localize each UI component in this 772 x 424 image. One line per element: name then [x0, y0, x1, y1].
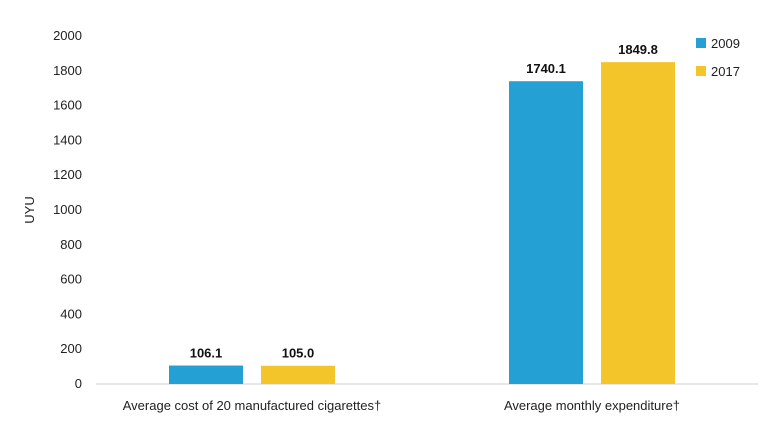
category-label: Average monthly expenditure† — [504, 398, 680, 413]
y-tick-label: 1200 — [53, 167, 82, 182]
y-tick-label: 600 — [60, 272, 82, 287]
legend: 2009 2017 — [696, 36, 740, 79]
y-tick-label: 2000 — [53, 28, 82, 43]
bar-2009-2 — [509, 81, 583, 385]
data-label: 106.1 — [190, 346, 223, 361]
y-tick-label: 800 — [60, 237, 82, 252]
y-axis: 0 200 400 600 800 1000 1200 1400 1600 1800 2000 — [53, 28, 758, 391]
y-tick-label: 200 — [60, 341, 82, 356]
y-tick-label: 1800 — [53, 63, 82, 78]
y-tick-label: 1600 — [53, 98, 82, 113]
data-label: 105.0 — [282, 346, 315, 361]
data-labels: 106.1 105.0 1740.1 1849.8 — [190, 42, 658, 361]
category-labels: Average cost of 20 manufactured cigarett… — [123, 398, 680, 413]
data-label: 1740.1 — [526, 61, 566, 76]
y-axis-label: UYU — [22, 196, 37, 223]
data-label: 1849.8 — [618, 42, 658, 57]
bar-2017-2 — [601, 62, 675, 385]
category-label: Average cost of 20 manufactured cigarett… — [123, 398, 381, 413]
bar-2009-1 — [169, 365, 243, 384]
bars — [169, 62, 675, 385]
legend-swatch — [696, 38, 706, 48]
bar-2017-1 — [261, 365, 335, 384]
legend-label: 2009 — [711, 36, 740, 51]
y-tick-label: 1000 — [53, 202, 82, 217]
y-tick-label: 400 — [60, 306, 82, 321]
legend-label: 2017 — [711, 64, 740, 79]
legend-swatch — [696, 66, 706, 76]
y-tick-label: 0 — [75, 376, 82, 391]
y-tick-label: 1400 — [53, 132, 82, 147]
